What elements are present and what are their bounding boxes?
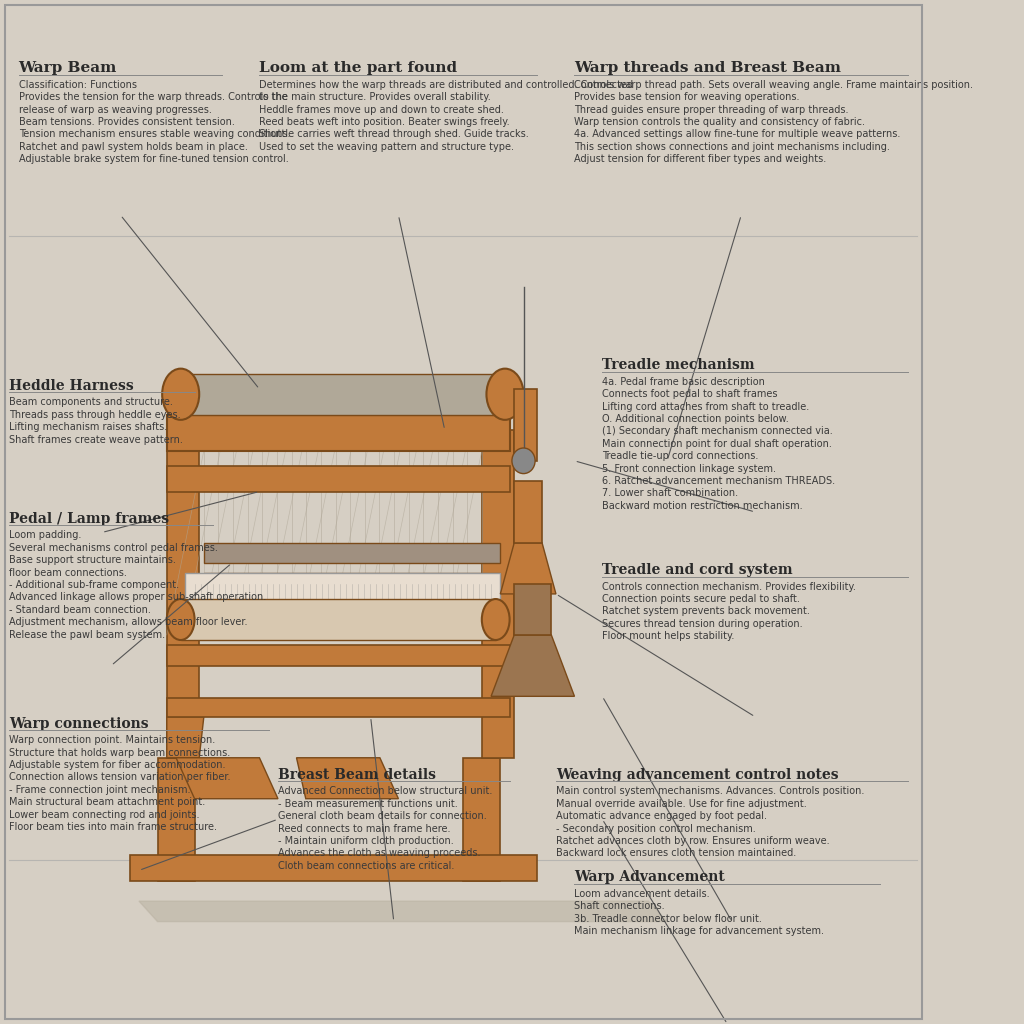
Polygon shape: [167, 717, 204, 758]
Ellipse shape: [486, 369, 523, 420]
Text: Loom padding.
Several mechanisms control pedal frames.
Base support structure ma: Loom padding. Several mechanisms control…: [9, 530, 266, 640]
Text: Warp Advancement: Warp Advancement: [574, 870, 725, 885]
Text: Breast Beam details: Breast Beam details: [278, 768, 436, 782]
Bar: [180, 599, 496, 640]
Bar: [514, 481, 542, 543]
Ellipse shape: [162, 369, 200, 420]
Text: Warp Beam: Warp Beam: [18, 61, 117, 76]
Polygon shape: [492, 635, 574, 696]
Bar: [167, 430, 200, 758]
Polygon shape: [297, 758, 398, 799]
Bar: [130, 855, 538, 881]
Text: Treadle and cord system: Treadle and cord system: [602, 563, 793, 578]
Bar: [482, 430, 514, 758]
Bar: [514, 389, 538, 461]
Polygon shape: [139, 901, 667, 922]
Text: Main control system mechanisms. Advances. Controls position.
Manual override ava: Main control system mechanisms. Advances…: [556, 786, 864, 858]
Text: Controls connection mechanism. Provides flexibility.
Connection points secure pe: Controls connection mechanism. Provides …: [602, 582, 856, 641]
Text: Classification: Functions
Provides the tension for the warp threads. Controls th: Classification: Functions Provides the t…: [18, 80, 290, 164]
Bar: [158, 758, 195, 881]
Text: Determines how the warp threads are distributed and controlled. Connected
to the: Determines how the warp threads are dist…: [259, 80, 634, 152]
Bar: [167, 466, 510, 492]
Text: Loom advancement details.
Shaft connections.
3b. Treadle connector below floor u: Loom advancement details. Shaft connecti…: [574, 889, 824, 936]
Text: Controls warp thread path. Sets overall weaving angle. Frame maintains position.: Controls warp thread path. Sets overall …: [574, 80, 974, 164]
Text: Weaving advancement control notes: Weaving advancement control notes: [556, 768, 839, 782]
Ellipse shape: [482, 599, 510, 640]
Text: Advanced Connection below structural unit.
- Beam measurement functions unit.
Ge: Advanced Connection below structural uni…: [278, 786, 493, 870]
Bar: [167, 415, 510, 451]
Bar: [204, 573, 501, 594]
Bar: [167, 645, 510, 666]
Bar: [463, 758, 501, 881]
Ellipse shape: [167, 599, 195, 640]
Text: Warp connection point. Maintains tension.
Structure that holds warp beam connect: Warp connection point. Maintains tension…: [9, 735, 230, 833]
Text: Warp threads and Breast Beam: Warp threads and Breast Beam: [574, 61, 842, 76]
Bar: [167, 698, 510, 717]
Bar: [204, 543, 501, 563]
Text: Heddle Harness: Heddle Harness: [9, 379, 134, 393]
Bar: [514, 584, 551, 635]
Text: Beam components and structure.
Threads pass through heddle eyes.
Lifting mechani: Beam components and structure. Threads p…: [9, 397, 183, 444]
Bar: [185, 573, 501, 635]
Polygon shape: [501, 543, 556, 594]
Bar: [180, 374, 505, 415]
Text: Loom at the part found: Loom at the part found: [259, 61, 458, 76]
Ellipse shape: [512, 449, 536, 473]
Text: Treadle mechanism: Treadle mechanism: [602, 358, 755, 373]
Text: Pedal / Lamp frames: Pedal / Lamp frames: [9, 512, 169, 526]
Text: Warp connections: Warp connections: [9, 717, 148, 731]
Polygon shape: [176, 758, 278, 799]
Text: 4a. Pedal frame basic description
Connects foot pedal to shaft frames
Lifting co: 4a. Pedal frame basic description Connec…: [602, 377, 836, 511]
